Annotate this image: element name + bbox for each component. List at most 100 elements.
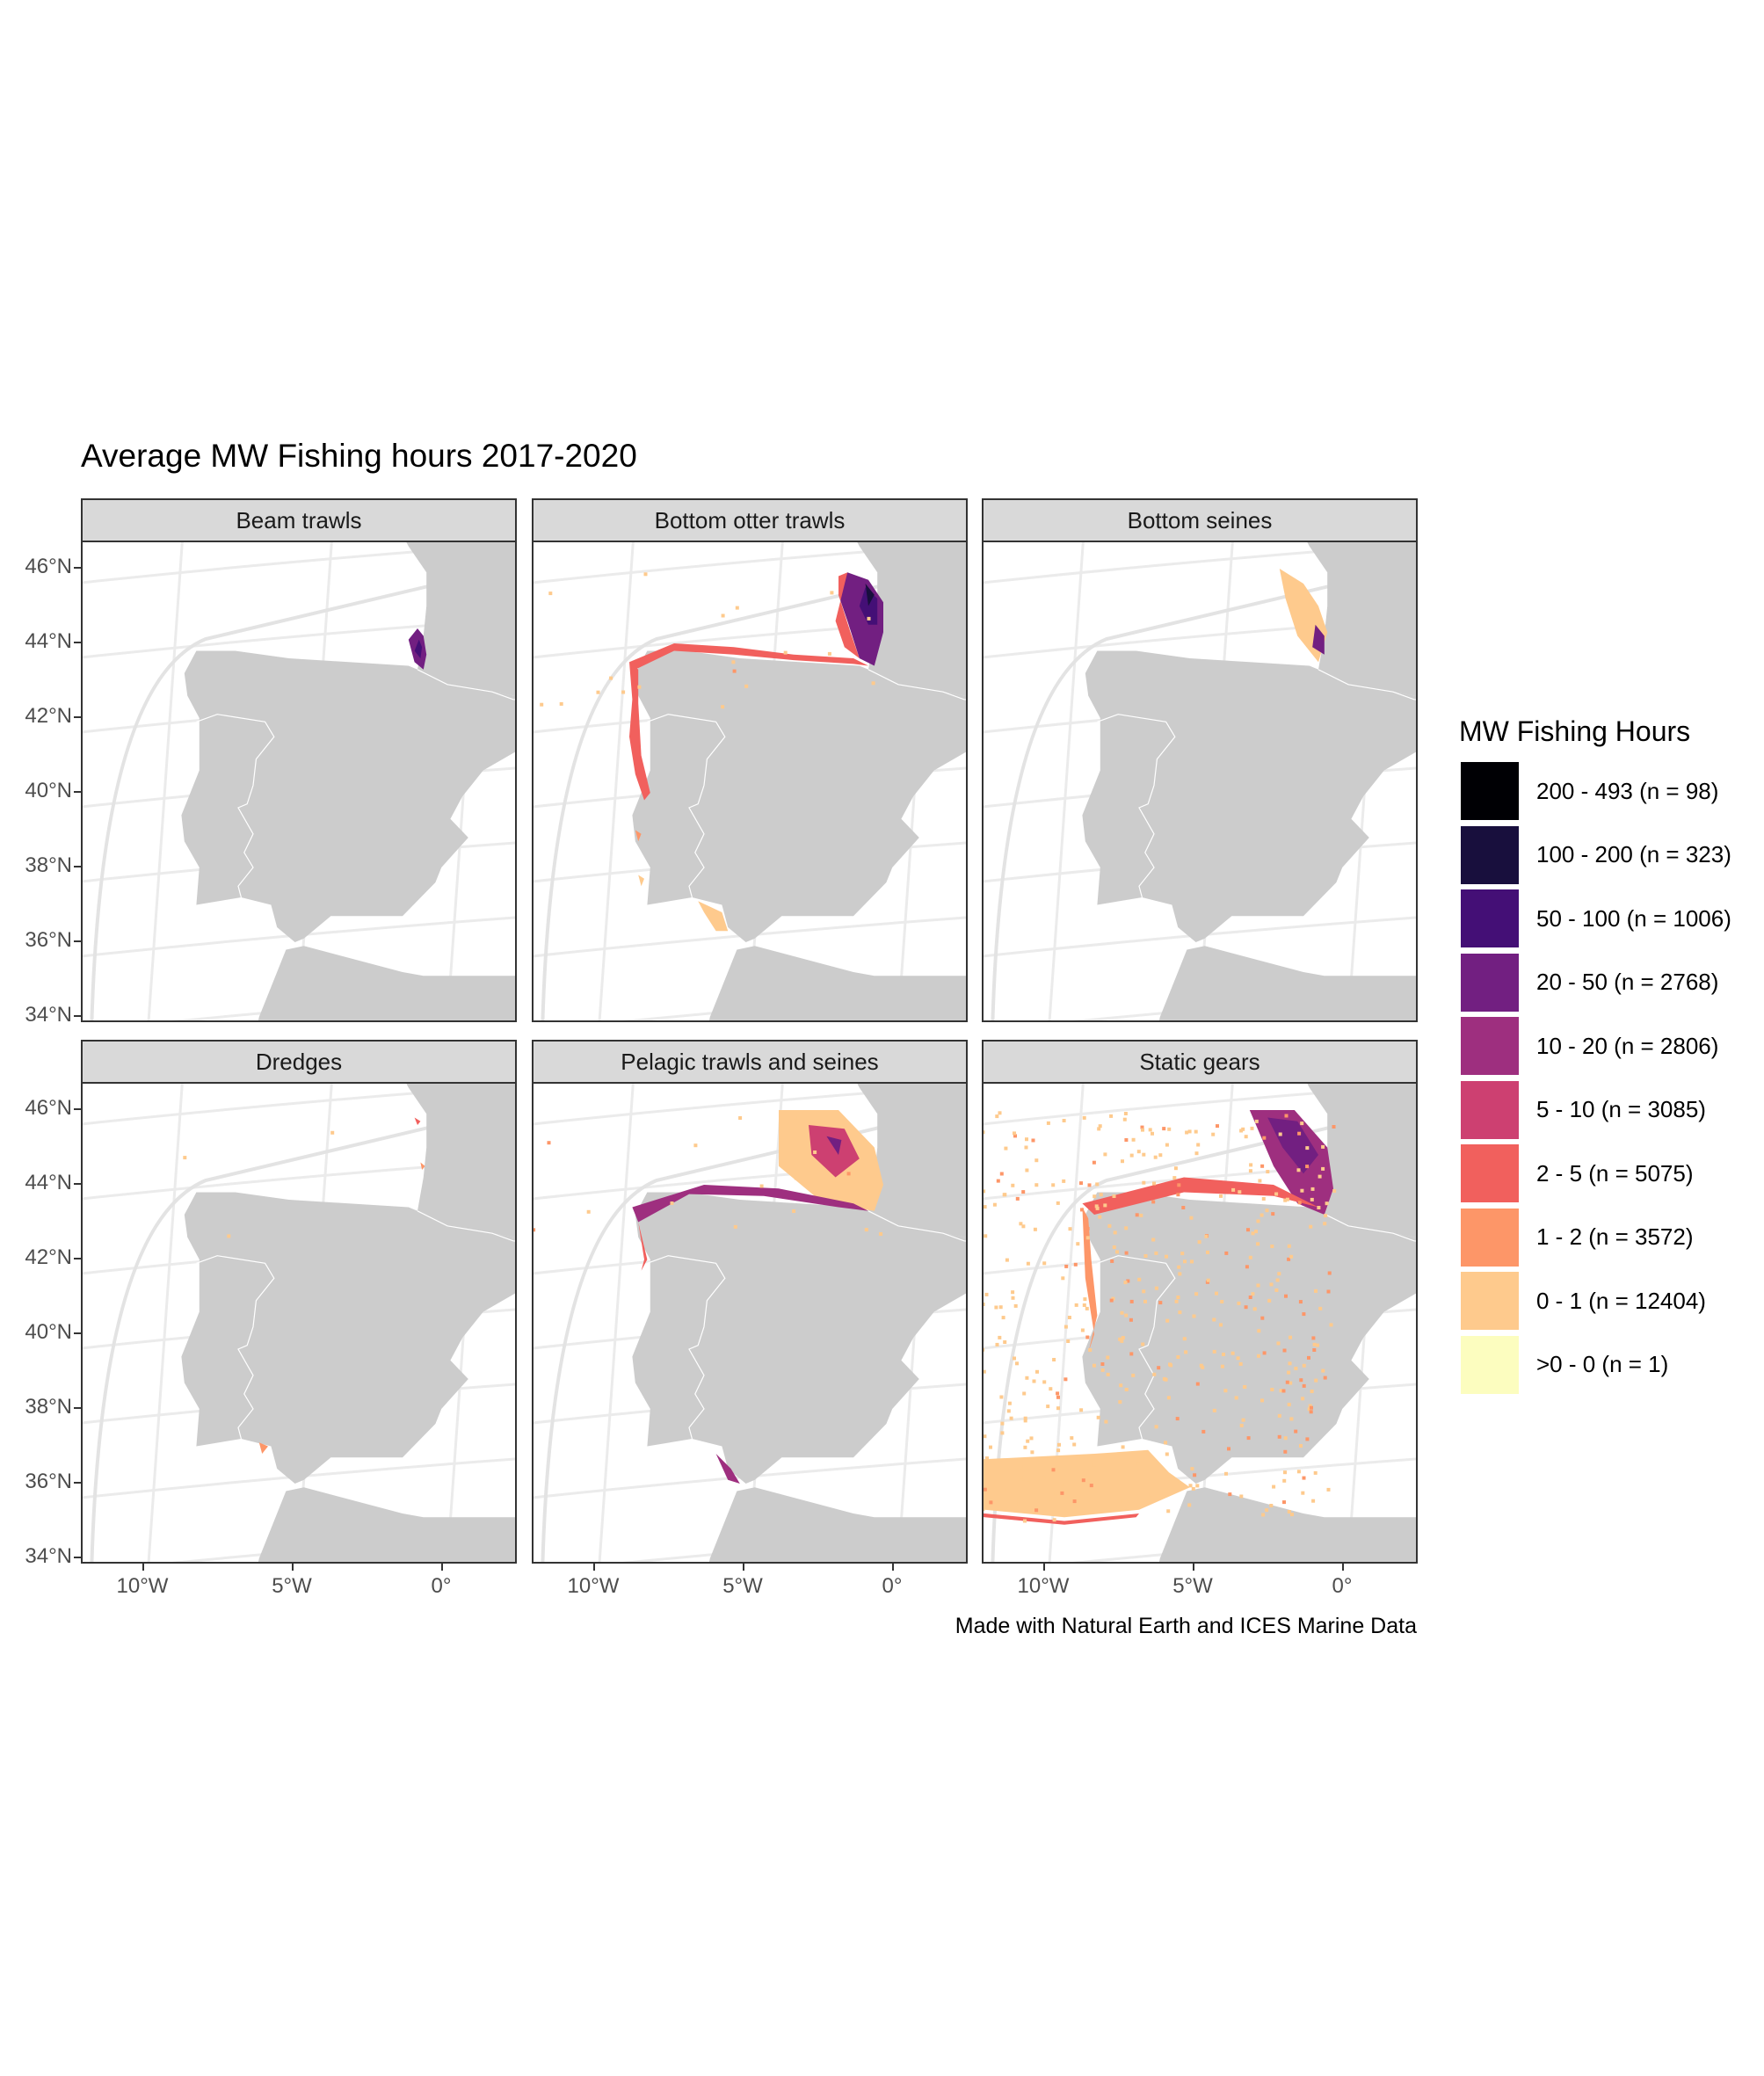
facet-strip-label: Bottom seines bbox=[982, 498, 1418, 542]
effort-cell bbox=[1168, 1362, 1172, 1367]
legend-swatch bbox=[1461, 1017, 1519, 1075]
effort-cell bbox=[846, 1172, 851, 1176]
x-tick-mark bbox=[292, 1564, 294, 1571]
effort-cell bbox=[1098, 1124, 1102, 1129]
effort-cell bbox=[999, 1395, 1004, 1399]
effort-cell bbox=[1022, 1391, 1027, 1396]
effort-cell bbox=[1013, 1356, 1016, 1361]
effort-cell bbox=[1244, 1305, 1248, 1310]
effort-cell bbox=[1121, 1445, 1125, 1449]
effort-cell-cluster bbox=[835, 572, 860, 658]
country-border bbox=[867, 1210, 966, 1242]
effort-cell bbox=[1119, 1383, 1123, 1388]
y-tick-label: 36°N bbox=[25, 928, 72, 952]
effort-cell bbox=[1113, 1230, 1117, 1235]
effort-cell bbox=[1099, 1193, 1103, 1197]
effort-cell bbox=[1054, 1491, 1058, 1495]
effort-cell bbox=[1239, 1423, 1244, 1427]
effort-cell bbox=[1172, 1176, 1177, 1180]
effort-cell bbox=[1310, 1390, 1314, 1393]
effort-cell bbox=[1060, 1482, 1064, 1486]
facet-strip-label: Dredges bbox=[81, 1040, 517, 1084]
effort-cell bbox=[830, 591, 834, 595]
area-boundary bbox=[991, 563, 1416, 1020]
effort-cell bbox=[1287, 1510, 1291, 1513]
effort-cell bbox=[1256, 1219, 1260, 1223]
map-svg bbox=[984, 1084, 1416, 1562]
effort-cell bbox=[1329, 1323, 1333, 1327]
legend-swatch bbox=[1461, 825, 1519, 884]
effort-cell bbox=[1194, 1129, 1198, 1134]
effort-cell bbox=[731, 660, 736, 664]
effort-cell bbox=[1277, 1272, 1281, 1276]
effort-cell bbox=[1143, 1299, 1147, 1303]
effort-cell bbox=[867, 616, 871, 621]
effort-cell bbox=[1260, 1398, 1264, 1403]
effort-cell bbox=[596, 690, 600, 694]
effort-cell bbox=[1158, 1301, 1163, 1305]
x-tick-label: 10°W bbox=[116, 1574, 169, 1598]
effort-cell bbox=[1034, 1183, 1039, 1187]
morocco-land bbox=[1158, 946, 1416, 1020]
effort-cell bbox=[864, 1228, 868, 1232]
effort-cell bbox=[1165, 1143, 1169, 1147]
effort-cell bbox=[1109, 1114, 1114, 1118]
legend-item: 20 - 50 (n = 2768) bbox=[1461, 953, 1719, 1012]
legend-label: 20 - 50 (n = 2768) bbox=[1536, 969, 1719, 995]
effort-cell bbox=[1262, 1351, 1267, 1355]
effort-cell bbox=[1212, 1408, 1216, 1412]
effort-cell bbox=[1201, 1365, 1205, 1369]
effort-cell bbox=[1311, 1336, 1316, 1340]
france-land bbox=[857, 1084, 966, 1238]
effort-cell bbox=[989, 1445, 992, 1449]
effort-cell bbox=[1017, 1502, 1021, 1506]
effort-cell bbox=[1287, 1403, 1291, 1407]
effort-cell bbox=[1079, 1408, 1084, 1412]
effort-cell bbox=[783, 650, 788, 655]
map-svg bbox=[83, 1084, 515, 1562]
effort-cell bbox=[1006, 1409, 1011, 1413]
effort-cell bbox=[1290, 1513, 1294, 1517]
effort-cell bbox=[1201, 1429, 1206, 1434]
effort-cell bbox=[1212, 1317, 1216, 1322]
effort-cell bbox=[1129, 1317, 1133, 1322]
effort-cell bbox=[1131, 1373, 1136, 1377]
effort-cell bbox=[1042, 1476, 1046, 1480]
france-land bbox=[857, 542, 966, 696]
effort-cell bbox=[1287, 1370, 1291, 1375]
effort-cell bbox=[1082, 1115, 1086, 1120]
effort-cell bbox=[1148, 1128, 1152, 1132]
effort-cell bbox=[1325, 1201, 1329, 1206]
effort-cell bbox=[1175, 1417, 1180, 1421]
effort-cell bbox=[1287, 1257, 1291, 1261]
effort-cell bbox=[1157, 1366, 1161, 1370]
effort-cell bbox=[1095, 1206, 1100, 1210]
y-tick-mark bbox=[74, 642, 81, 643]
effort-cell bbox=[1056, 1406, 1060, 1411]
legend-label: 50 - 100 (n = 1006) bbox=[1536, 904, 1731, 932]
effort-cell bbox=[1222, 1353, 1225, 1356]
x-tick-label: 0° bbox=[431, 1574, 452, 1598]
iberia-land bbox=[632, 1192, 966, 1484]
country-border bbox=[196, 714, 275, 898]
effort-cell bbox=[994, 1305, 998, 1310]
effort-cell bbox=[1307, 1355, 1310, 1360]
effort-cell bbox=[1164, 1377, 1168, 1382]
x-tick-mark bbox=[1193, 1564, 1194, 1571]
effort-cell bbox=[1062, 1119, 1066, 1122]
effort-cell bbox=[1062, 1179, 1066, 1183]
effort-cell bbox=[1194, 1151, 1199, 1156]
effort-cell bbox=[1324, 1214, 1328, 1218]
effort-cell bbox=[693, 1143, 698, 1148]
y-tick-mark bbox=[74, 1332, 81, 1334]
effort-cell bbox=[735, 606, 739, 610]
effort-cell bbox=[1195, 1382, 1200, 1386]
effort-cell-cluster bbox=[1267, 1117, 1318, 1174]
effort-cell bbox=[547, 1141, 551, 1145]
effort-cell bbox=[1310, 1187, 1315, 1191]
effort-cell bbox=[984, 1130, 985, 1135]
y-tick-mark bbox=[74, 716, 81, 718]
effort-cell bbox=[1257, 1329, 1261, 1333]
effort-cell bbox=[1178, 1310, 1182, 1315]
legend-item: >0 - 0 (n = 1) bbox=[1461, 1335, 1668, 1394]
